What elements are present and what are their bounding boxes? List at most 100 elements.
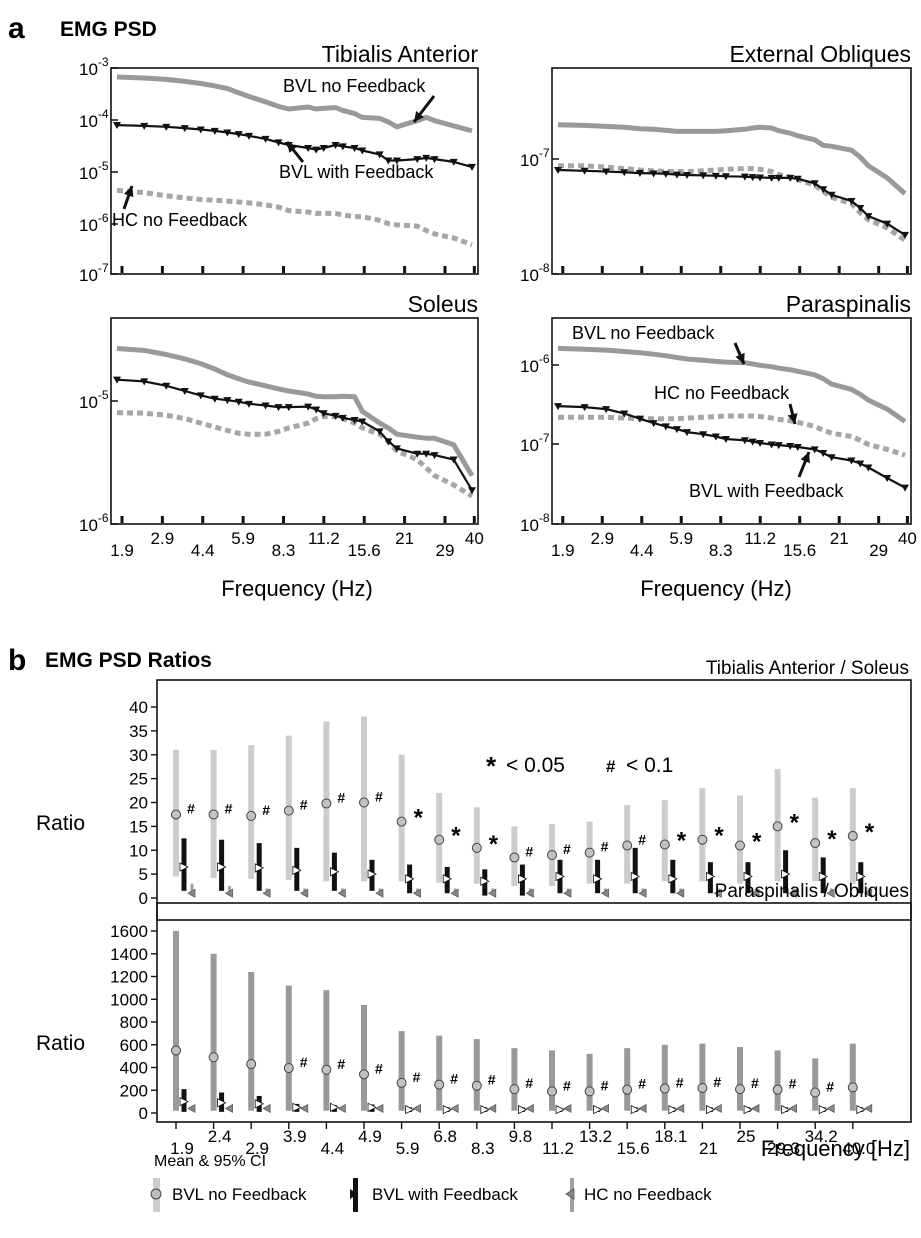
category-group: #13.2 xyxy=(579,1053,612,1146)
marker-bvl-with-feedback xyxy=(620,169,629,177)
annotation-label: BVL no Feedback xyxy=(283,76,426,96)
mean-marker-bvl-with-feedback xyxy=(555,1104,565,1115)
annotation-label: BVL no Feedback xyxy=(572,323,715,343)
marker-bvl-with-feedback xyxy=(661,170,670,178)
mean-marker-bvl-no-feedback xyxy=(396,1077,407,1088)
marker-bvl-with-feedback xyxy=(319,410,328,418)
mean-marker-bvl-no-feedback xyxy=(396,816,407,827)
category-group: 2.9 xyxy=(245,971,271,1158)
marker-bvl-with-feedback xyxy=(810,180,819,188)
y-tick-exponent: -5 xyxy=(98,388,109,402)
x-tick-label: 29.3 xyxy=(767,1139,800,1158)
mean-marker-bvl-with-feedback xyxy=(781,1104,791,1115)
x-tick-label: 8.3 xyxy=(709,541,733,560)
significance-star: * xyxy=(790,809,800,836)
category-group: * xyxy=(471,807,499,898)
plot-frame xyxy=(551,317,912,525)
y-tick-exponent: -6 xyxy=(539,352,550,366)
mean-marker-bvl-with-feedback xyxy=(668,874,678,884)
mean-marker-hc-no-feedback xyxy=(300,888,309,898)
marker-bvl-with-feedback xyxy=(413,450,422,458)
category-group: # xyxy=(359,716,384,898)
mean-marker-bvl-no-feedback xyxy=(171,1045,181,1056)
marker-bvl-with-feedback xyxy=(786,443,795,451)
mean-marker-bvl-with-feedback xyxy=(518,1104,528,1115)
mean-marker-hc-no-feedback xyxy=(525,1103,534,1114)
marker-bvl-with-feedback xyxy=(856,460,865,468)
annotation-arrowhead xyxy=(414,111,425,122)
category-group: #4.9 xyxy=(358,1004,384,1146)
mean-marker-bvl-with-feedback xyxy=(706,871,716,882)
marker-bvl-with-feedback xyxy=(430,452,439,460)
panel-b-title: EMG PSD Ratios xyxy=(45,649,212,672)
panel-a-xlabel-left: Frequency (Hz) xyxy=(221,576,373,601)
legend-label-bvl-with-feedback: BVL with Feedback xyxy=(372,1185,518,1204)
ci-bar-bvl-no-feedback xyxy=(511,1048,518,1111)
mean-marker-bvl-no-feedback xyxy=(584,847,595,858)
category-group: #29.3 xyxy=(767,1050,800,1158)
mean-marker-hc-no-feedback xyxy=(713,888,722,898)
marker-bvl-with-feedback xyxy=(740,437,749,445)
ci-bar-bvl-no-feedback xyxy=(737,795,743,884)
significance-star: * xyxy=(414,805,424,832)
mean-marker-bvl-no-feedback xyxy=(321,1064,332,1075)
marker-bvl-with-feedback xyxy=(113,376,121,384)
mean-marker-hc-no-feedback xyxy=(224,888,233,898)
marker-bvl-with-feedback xyxy=(635,170,644,178)
x-tick-label: 15.6 xyxy=(783,541,816,560)
category-group: # xyxy=(584,821,609,898)
series-line-bvl-no-feedback xyxy=(557,345,907,424)
annotation-label: HC no Feedback xyxy=(112,210,248,230)
category-group: # xyxy=(171,749,196,898)
marker-bvl-with-feedback xyxy=(748,438,757,446)
x-tick-label: 4.4 xyxy=(630,541,654,560)
marker-bvl-with-feedback xyxy=(819,186,828,194)
marker-bvl-with-feedback xyxy=(140,378,149,386)
significance-hash: # xyxy=(225,800,233,816)
significance-hash: # xyxy=(525,843,533,859)
marker-bvl-with-feedback xyxy=(847,198,856,206)
plot-frame xyxy=(551,67,912,275)
marker-bvl-with-feedback xyxy=(196,126,205,134)
marker-bvl-with-feedback xyxy=(711,172,720,180)
category-group: #8.3 xyxy=(471,1039,497,1158)
marker-bvl-with-feedback xyxy=(312,406,321,414)
marker-bvl-with-feedback xyxy=(819,450,828,458)
marker-bvl-with-feedback xyxy=(683,172,692,180)
significance-hash: # xyxy=(187,800,195,816)
y-tick-label: 10-5 xyxy=(79,159,109,183)
mean-marker-hc-no-feedback xyxy=(337,888,346,898)
marker-bvl-with-feedback xyxy=(864,213,873,221)
legend-marker-bvl-with-feedback xyxy=(350,1189,358,1199)
category-group: * xyxy=(772,769,800,898)
marker-bvl-with-feedback xyxy=(358,418,367,426)
marker-bvl-with-feedback xyxy=(649,420,658,428)
annotation-label: BVL with Feedback xyxy=(279,162,434,182)
mean-marker-bvl-no-feedback xyxy=(171,809,181,820)
psd-chart-external-obliques: External Obliques 10-7 10-8 xyxy=(520,41,912,285)
mean-marker-bvl-no-feedback xyxy=(810,1087,821,1098)
marker-bvl-with-feedback xyxy=(358,147,367,155)
mean-marker-bvl-no-feedback xyxy=(283,1063,294,1074)
significance-hash: # xyxy=(413,1069,421,1085)
mean-marker-bvl-no-feedback xyxy=(659,839,670,850)
marker-bvl-with-feedback xyxy=(331,141,340,149)
mean-marker-bvl-no-feedback xyxy=(471,842,482,853)
series-line-bvl-with-feedback xyxy=(557,168,906,236)
mean-marker-bvl-no-feedback xyxy=(208,1052,219,1063)
mean-marker-bvl-with-feedback xyxy=(480,876,490,886)
mean-marker-hc-no-feedback xyxy=(187,888,196,898)
mean-marker-bvl-no-feedback xyxy=(847,830,858,841)
mean-marker-bvl-no-feedback xyxy=(509,852,520,863)
ci-bar-bvl-no-feedback xyxy=(812,1058,819,1111)
mean-marker-hc-no-feedback xyxy=(337,1103,346,1114)
category-group: #6.8 xyxy=(433,1035,459,1146)
significance-hash: # xyxy=(262,802,270,818)
y-tick-label: 35 xyxy=(129,722,148,741)
x-tick-label: 5.9 xyxy=(396,1139,420,1158)
y-tick-label: 15 xyxy=(129,817,148,836)
chart-title: External Obliques xyxy=(729,41,911,67)
mean-marker-bvl-with-feedback xyxy=(856,1104,866,1115)
mean-marker-bvl-with-feedback xyxy=(630,871,641,882)
x-tick-label: 40.0 xyxy=(842,1139,875,1158)
